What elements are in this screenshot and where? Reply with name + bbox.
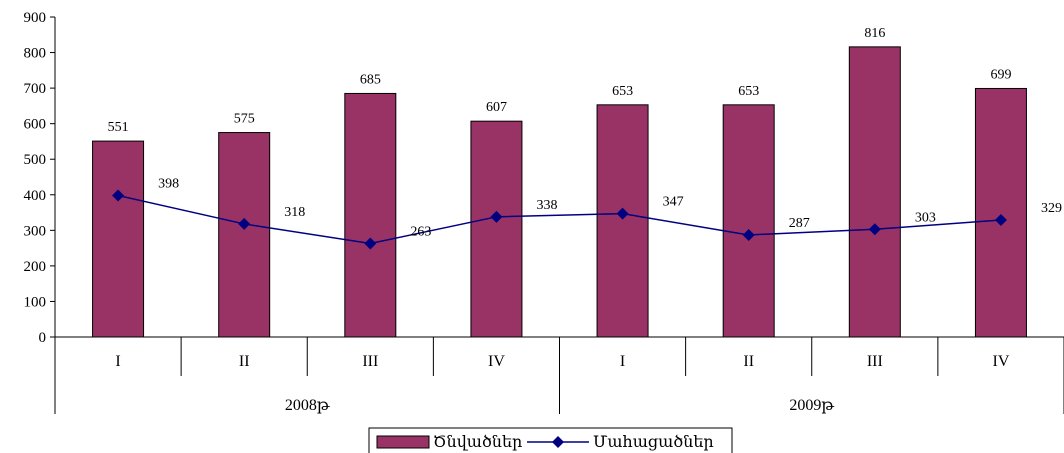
bar-7 (848, 46, 901, 338)
bar-5 (596, 104, 649, 338)
line-data-label: 398 (158, 176, 179, 191)
line-point-1 (112, 189, 125, 202)
line-data-label: 287 (789, 216, 810, 231)
line-data-label: 318 (284, 205, 305, 220)
bar-3 (344, 92, 397, 338)
bar-4 (470, 120, 523, 338)
bar-data-label: 575 (234, 112, 255, 127)
bar-data-label: 551 (108, 120, 129, 135)
line-point-7 (868, 223, 881, 236)
y-tick-label: 300 (24, 223, 47, 239)
bar-data-label: 653 (612, 84, 633, 99)
y-tick-label: 0 (39, 330, 47, 346)
bar-1 (92, 140, 145, 338)
line-point-2 (238, 217, 251, 230)
y-tick-label: 700 (24, 81, 47, 97)
category-label: I (115, 353, 120, 370)
legend-label-line: Մահացածներ (593, 433, 714, 451)
category-label: III (867, 353, 883, 370)
bar-6 (722, 104, 775, 338)
group-label: 2009թ (789, 397, 834, 414)
line-point-3 (364, 237, 377, 250)
bar-data-label: 699 (990, 67, 1011, 82)
bar-8 (974, 87, 1027, 338)
line-data-label: 347 (663, 195, 684, 210)
category-label: I (620, 353, 625, 370)
category-label: IV (992, 353, 1009, 370)
line-point-8 (994, 214, 1007, 227)
group-label: 2008թ (285, 397, 330, 414)
line-point-4 (490, 210, 503, 223)
category-label: IV (488, 353, 505, 370)
category-label: III (362, 353, 378, 370)
y-tick-label: 200 (24, 259, 47, 275)
y-tick-label: 100 (24, 294, 47, 310)
y-tick-label: 500 (24, 152, 47, 168)
y-tick-label: 600 (24, 117, 47, 133)
y-tick-label: 400 (24, 188, 47, 204)
line-point-6 (742, 228, 755, 241)
y-tick-label: 900 (24, 10, 47, 26)
bar-data-label: 607 (486, 100, 507, 115)
line-data-label: 329 (1041, 201, 1062, 216)
legend-swatch-bars (376, 435, 430, 449)
bar-data-label: 685 (360, 72, 381, 87)
bar-2 (218, 132, 271, 338)
bar-data-label: 816 (864, 26, 885, 41)
line-series (117, 194, 1001, 245)
category-label: II (239, 353, 250, 370)
category-label: II (743, 353, 754, 370)
line-data-label: 263 (410, 224, 431, 239)
bar-data-label: 653 (738, 84, 759, 99)
line-data-label: 303 (915, 210, 936, 225)
line-point-5 (616, 207, 629, 220)
legend-label-bars: Ծնվածներ (433, 433, 522, 451)
y-tick-label: 800 (24, 46, 47, 62)
legend-marker-diamond (552, 436, 564, 448)
line-data-label: 338 (536, 198, 557, 213)
